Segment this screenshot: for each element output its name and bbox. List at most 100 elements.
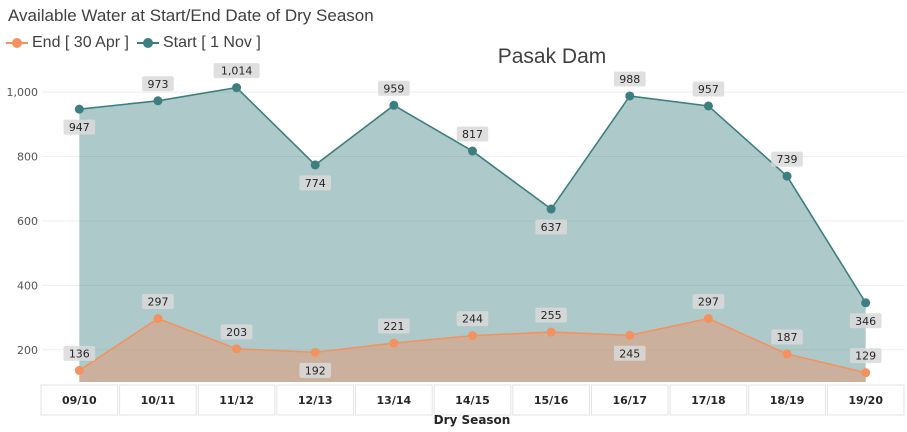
y-tick-label: 1,000 bbox=[7, 86, 39, 99]
data-point-start bbox=[546, 204, 556, 214]
chart-subtitle: Pasak Dam bbox=[498, 45, 607, 68]
x-tick-label: 09/10 bbox=[62, 394, 97, 407]
data-label-start: 739 bbox=[771, 151, 803, 167]
data-point-end bbox=[782, 349, 792, 359]
data-point-end bbox=[153, 314, 163, 324]
x-tick-box bbox=[512, 384, 590, 416]
data-label-text: 187 bbox=[777, 331, 798, 344]
x-axis-title: Dry Season bbox=[434, 413, 511, 427]
legend: End [ 30 Apr ] Start [ 1 Nov ] bbox=[6, 34, 269, 52]
legend-item-end[interactable]: End [ 30 Apr ] bbox=[6, 34, 129, 52]
data-label-end: 221 bbox=[378, 318, 410, 334]
x-tick-label: 18/19 bbox=[770, 394, 805, 407]
data-label-start: 1,014 bbox=[213, 63, 260, 79]
data-point-start bbox=[153, 96, 163, 106]
data-label-start: 959 bbox=[378, 80, 410, 96]
data-label-bg bbox=[535, 219, 567, 235]
data-label-text: 136 bbox=[69, 347, 90, 360]
data-point-start bbox=[625, 91, 635, 101]
x-tick-box bbox=[826, 384, 905, 416]
x-tick-label: 19/20 bbox=[848, 394, 883, 407]
data-point-start bbox=[782, 171, 792, 181]
data-point-end bbox=[703, 314, 713, 324]
x-tick-box bbox=[119, 384, 197, 416]
data-label-bg bbox=[142, 76, 174, 92]
data-label-bg bbox=[378, 80, 410, 96]
data-point-end bbox=[310, 347, 320, 357]
data-label-bg bbox=[456, 311, 489, 327]
data-label-bg bbox=[63, 345, 96, 361]
data-point-end bbox=[74, 365, 84, 375]
legend-item-start[interactable]: Start [ 1 Nov ] bbox=[136, 34, 261, 52]
area-end bbox=[79, 318, 866, 382]
data-point-start bbox=[232, 83, 242, 93]
x-tick-label: 17/18 bbox=[691, 394, 726, 407]
data-label-text: 244 bbox=[462, 313, 483, 326]
data-label-start: 973 bbox=[142, 76, 174, 92]
data-point-end bbox=[468, 331, 477, 341]
data-label-bg bbox=[771, 329, 803, 345]
data-label-text: 1,014 bbox=[221, 65, 253, 78]
y-tick-label: 800 bbox=[17, 151, 38, 164]
data-label-text: 774 bbox=[305, 177, 326, 190]
data-label-end: 203 bbox=[220, 324, 253, 340]
area-start bbox=[79, 87, 866, 382]
data-label-bg bbox=[692, 81, 725, 97]
x-tick-label: 10/11 bbox=[141, 394, 176, 407]
data-label-text: 959 bbox=[383, 82, 404, 95]
data-label-end: 192 bbox=[299, 362, 332, 378]
data-label-text: 739 bbox=[777, 153, 798, 166]
x-tick-label: 16/17 bbox=[612, 394, 647, 407]
data-label-bg bbox=[613, 345, 646, 361]
data-label-bg bbox=[299, 175, 332, 191]
x-tick-label: 15/16 bbox=[534, 394, 569, 407]
data-label-bg bbox=[213, 63, 260, 79]
data-label-text: 973 bbox=[147, 78, 168, 91]
data-label-start: 947 bbox=[63, 119, 96, 135]
data-label-text: 221 bbox=[383, 320, 404, 333]
data-label-bg bbox=[63, 119, 96, 135]
x-tick-label: 11/12 bbox=[219, 394, 254, 407]
data-point-start bbox=[310, 160, 320, 170]
data-label-start: 957 bbox=[692, 81, 725, 97]
data-label-bg bbox=[378, 318, 410, 334]
data-label-text: 957 bbox=[698, 83, 719, 96]
data-label-text: 297 bbox=[698, 296, 719, 309]
data-label-bg bbox=[692, 294, 725, 310]
data-label-text: 255 bbox=[541, 309, 562, 322]
x-tick-box bbox=[433, 384, 512, 416]
x-tick-box bbox=[355, 384, 433, 416]
chart-title: Available Water at Start/End Date of Dry… bbox=[8, 6, 374, 25]
data-point-start bbox=[468, 146, 477, 156]
data-label-start: 817 bbox=[456, 126, 489, 142]
legend-label-start: Start [ 1 Nov ] bbox=[162, 34, 261, 51]
data-label-start: 637 bbox=[535, 219, 567, 235]
data-label-start: 346 bbox=[849, 313, 882, 329]
data-label-text: 817 bbox=[462, 128, 483, 141]
y-tick-label: 200 bbox=[17, 344, 38, 357]
data-label-text: 947 bbox=[69, 121, 90, 134]
data-label-end: 244 bbox=[456, 311, 489, 327]
data-point-end bbox=[861, 368, 871, 378]
data-point-end bbox=[625, 330, 635, 340]
x-tick-box bbox=[669, 384, 748, 416]
data-label-bg bbox=[613, 71, 646, 87]
data-label-bg bbox=[771, 151, 803, 167]
data-label-text: 129 bbox=[855, 350, 876, 363]
y-tick-label: 400 bbox=[17, 279, 38, 292]
data-label-text: 203 bbox=[226, 326, 247, 339]
data-label-end: 297 bbox=[142, 294, 174, 310]
data-label-start: 988 bbox=[613, 71, 646, 87]
data-point-start bbox=[74, 104, 84, 114]
data-point-end bbox=[232, 344, 242, 354]
data-label-text: 192 bbox=[305, 364, 326, 377]
data-label-bg bbox=[849, 313, 882, 329]
y-tick-label: 600 bbox=[17, 215, 38, 228]
data-point-start bbox=[389, 100, 399, 110]
data-label-end: 136 bbox=[63, 345, 96, 361]
data-label-text: 346 bbox=[855, 315, 876, 328]
data-label-text: 637 bbox=[541, 221, 562, 234]
data-label-end: 255 bbox=[535, 307, 567, 323]
legend-marker-end-icon bbox=[6, 36, 28, 50]
